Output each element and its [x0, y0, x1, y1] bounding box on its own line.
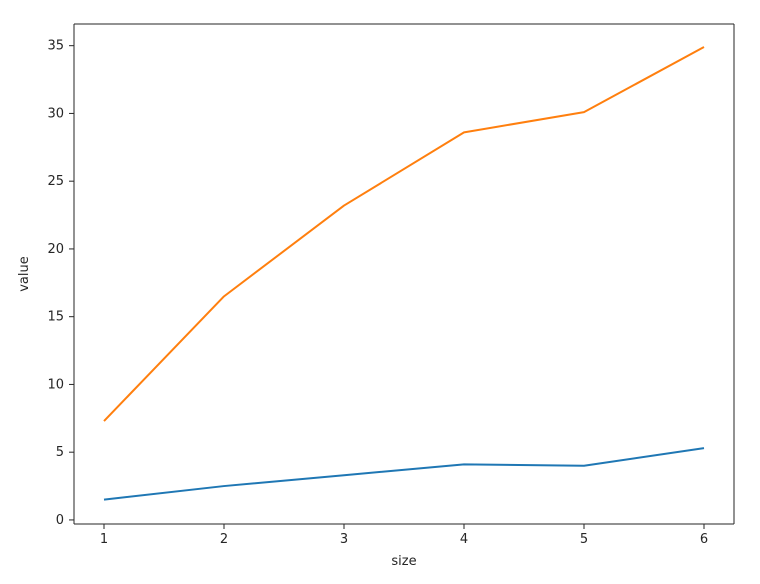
line-chart: 1 2 3 4 5 6 0 5 10 15 20 25 30 35 size value: [0, 0, 760, 584]
y-axis-label: value: [17, 256, 32, 292]
y-tick-label: 0: [56, 513, 64, 528]
x-tick-label: 3: [340, 532, 348, 547]
y-tick-label: 30: [47, 106, 64, 121]
x-tick-label: 1: [100, 532, 108, 547]
y-tick-label: 25: [47, 174, 64, 189]
x-tick-label: 2: [220, 532, 228, 547]
x-tick-label: 6: [700, 532, 708, 547]
x-tick-label: 5: [580, 532, 588, 547]
chart-background: [0, 0, 760, 584]
y-tick-label: 20: [47, 242, 64, 257]
x-tick-label: 4: [460, 532, 468, 547]
y-tick-label: 10: [47, 377, 64, 392]
y-tick-label: 35: [47, 39, 64, 54]
chart-svg: 1 2 3 4 5 6 0 5 10 15 20 25 30 35 size value: [0, 0, 760, 584]
y-tick-label: 15: [47, 310, 64, 325]
x-axis-label: size: [391, 554, 416, 569]
y-tick-label: 5: [56, 445, 64, 460]
